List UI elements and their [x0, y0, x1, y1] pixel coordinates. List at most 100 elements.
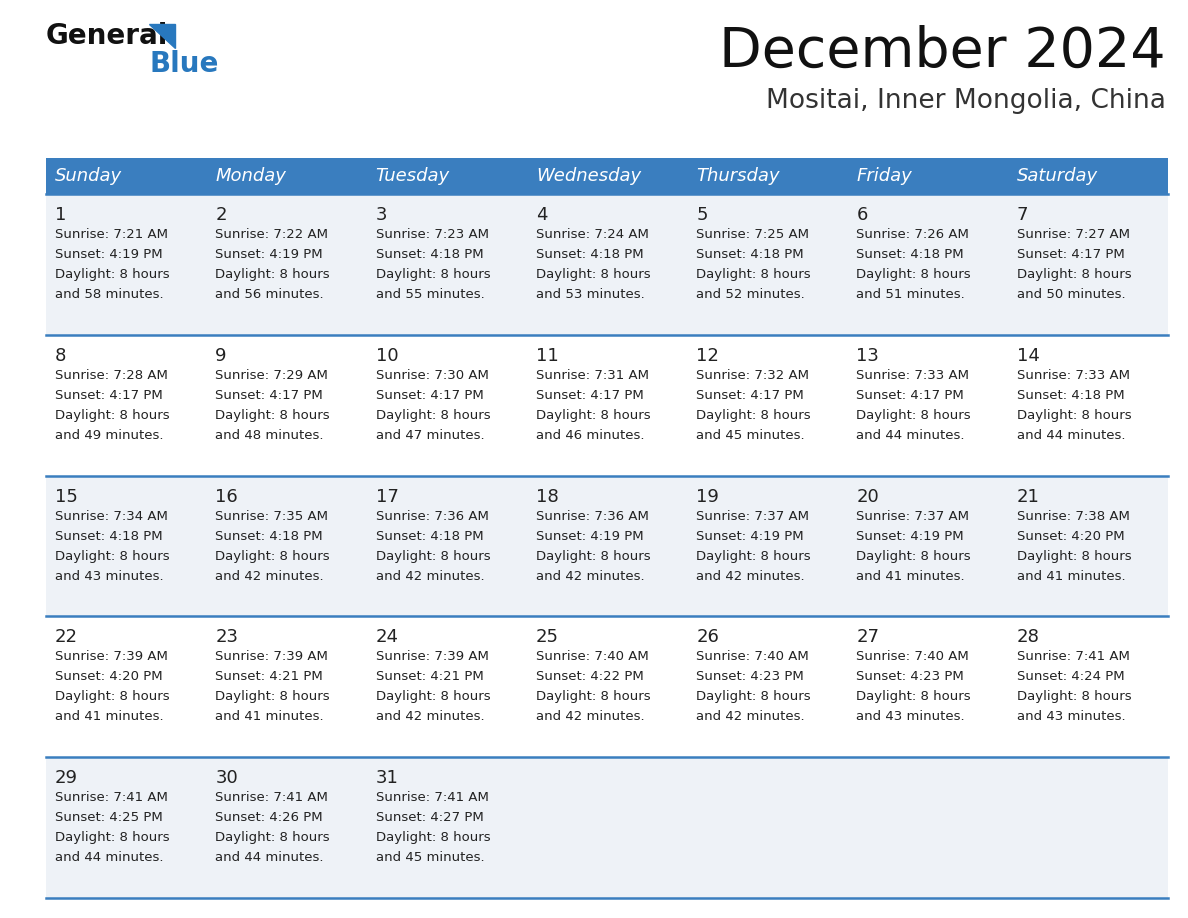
Bar — [46, 757, 1168, 898]
Text: Daylight: 8 hours: Daylight: 8 hours — [375, 831, 491, 845]
Text: and 42 minutes.: and 42 minutes. — [375, 711, 485, 723]
Text: 15: 15 — [55, 487, 78, 506]
Text: Sunrise: 7:35 AM: Sunrise: 7:35 AM — [215, 509, 328, 522]
Text: Daylight: 8 hours: Daylight: 8 hours — [215, 831, 330, 845]
Text: 21: 21 — [1017, 487, 1040, 506]
Text: Sunset: 4:18 PM: Sunset: 4:18 PM — [536, 248, 644, 261]
Text: Sunset: 4:18 PM: Sunset: 4:18 PM — [215, 530, 323, 543]
Text: Sunrise: 7:28 AM: Sunrise: 7:28 AM — [55, 369, 168, 382]
Bar — [46, 476, 1168, 616]
Text: Sunset: 4:25 PM: Sunset: 4:25 PM — [55, 812, 163, 824]
Text: and 44 minutes.: and 44 minutes. — [1017, 429, 1125, 442]
Text: Daylight: 8 hours: Daylight: 8 hours — [536, 690, 651, 703]
Text: Daylight: 8 hours: Daylight: 8 hours — [55, 409, 170, 421]
Text: and 55 minutes.: and 55 minutes. — [375, 288, 485, 301]
Text: and 42 minutes.: and 42 minutes. — [536, 711, 644, 723]
Text: and 42 minutes.: and 42 minutes. — [215, 569, 324, 583]
Text: and 42 minutes.: and 42 minutes. — [696, 711, 804, 723]
Text: Mositai, Inner Mongolia, China: Mositai, Inner Mongolia, China — [766, 88, 1165, 114]
Text: Sunset: 4:19 PM: Sunset: 4:19 PM — [55, 248, 163, 261]
Text: Sunrise: 7:33 AM: Sunrise: 7:33 AM — [857, 369, 969, 382]
Text: Daylight: 8 hours: Daylight: 8 hours — [536, 268, 651, 281]
Text: Sunrise: 7:40 AM: Sunrise: 7:40 AM — [857, 650, 969, 664]
Text: Sunrise: 7:39 AM: Sunrise: 7:39 AM — [375, 650, 488, 664]
Text: Daylight: 8 hours: Daylight: 8 hours — [696, 409, 810, 421]
Text: Daylight: 8 hours: Daylight: 8 hours — [857, 550, 971, 563]
Text: Sunrise: 7:36 AM: Sunrise: 7:36 AM — [536, 509, 649, 522]
Text: Daylight: 8 hours: Daylight: 8 hours — [1017, 690, 1131, 703]
Text: and 46 minutes.: and 46 minutes. — [536, 429, 644, 442]
Text: and 47 minutes.: and 47 minutes. — [375, 429, 485, 442]
Text: Daylight: 8 hours: Daylight: 8 hours — [215, 409, 330, 421]
Text: Sunset: 4:21 PM: Sunset: 4:21 PM — [215, 670, 323, 683]
Text: Sunrise: 7:34 AM: Sunrise: 7:34 AM — [55, 509, 168, 522]
Text: Daylight: 8 hours: Daylight: 8 hours — [375, 409, 491, 421]
Text: Sunrise: 7:32 AM: Sunrise: 7:32 AM — [696, 369, 809, 382]
Text: Sunday: Sunday — [55, 167, 122, 185]
Text: and 56 minutes.: and 56 minutes. — [215, 288, 324, 301]
Text: Sunset: 4:19 PM: Sunset: 4:19 PM — [696, 530, 804, 543]
Text: 5: 5 — [696, 206, 708, 224]
Text: and 41 minutes.: and 41 minutes. — [215, 711, 324, 723]
Text: 9: 9 — [215, 347, 227, 364]
Text: and 44 minutes.: and 44 minutes. — [857, 429, 965, 442]
Text: Sunset: 4:18 PM: Sunset: 4:18 PM — [375, 530, 484, 543]
Text: 3: 3 — [375, 206, 387, 224]
Text: 2: 2 — [215, 206, 227, 224]
Text: Daylight: 8 hours: Daylight: 8 hours — [857, 409, 971, 421]
Text: Sunrise: 7:39 AM: Sunrise: 7:39 AM — [55, 650, 168, 664]
Text: Daylight: 8 hours: Daylight: 8 hours — [375, 268, 491, 281]
Text: Sunset: 4:18 PM: Sunset: 4:18 PM — [55, 530, 163, 543]
Text: Saturday: Saturday — [1017, 167, 1098, 185]
Text: Sunset: 4:17 PM: Sunset: 4:17 PM — [375, 389, 484, 402]
Text: 28: 28 — [1017, 629, 1040, 646]
Text: Sunrise: 7:41 AM: Sunrise: 7:41 AM — [215, 791, 328, 804]
Text: and 44 minutes.: and 44 minutes. — [55, 851, 164, 864]
Text: Sunset: 4:20 PM: Sunset: 4:20 PM — [1017, 530, 1124, 543]
Text: Daylight: 8 hours: Daylight: 8 hours — [696, 550, 810, 563]
Text: 1: 1 — [55, 206, 67, 224]
Text: 18: 18 — [536, 487, 558, 506]
Text: Sunset: 4:23 PM: Sunset: 4:23 PM — [857, 670, 965, 683]
Text: 4: 4 — [536, 206, 548, 224]
Text: Wednesday: Wednesday — [536, 167, 642, 185]
Text: Sunrise: 7:38 AM: Sunrise: 7:38 AM — [1017, 509, 1130, 522]
Text: Sunset: 4:17 PM: Sunset: 4:17 PM — [857, 389, 965, 402]
Text: 25: 25 — [536, 629, 558, 646]
Text: Daylight: 8 hours: Daylight: 8 hours — [215, 268, 330, 281]
Text: 13: 13 — [857, 347, 879, 364]
Bar — [46, 158, 1168, 194]
Text: Sunrise: 7:25 AM: Sunrise: 7:25 AM — [696, 228, 809, 241]
Text: Daylight: 8 hours: Daylight: 8 hours — [696, 690, 810, 703]
Text: and 48 minutes.: and 48 minutes. — [215, 429, 324, 442]
Text: Sunset: 4:22 PM: Sunset: 4:22 PM — [536, 670, 644, 683]
Text: 17: 17 — [375, 487, 398, 506]
Text: and 44 minutes.: and 44 minutes. — [215, 851, 324, 864]
Text: Sunrise: 7:33 AM: Sunrise: 7:33 AM — [1017, 369, 1130, 382]
Text: Sunset: 4:17 PM: Sunset: 4:17 PM — [55, 389, 163, 402]
Text: 12: 12 — [696, 347, 719, 364]
Text: Sunset: 4:24 PM: Sunset: 4:24 PM — [1017, 670, 1124, 683]
Text: Sunset: 4:17 PM: Sunset: 4:17 PM — [1017, 248, 1125, 261]
Text: Daylight: 8 hours: Daylight: 8 hours — [55, 268, 170, 281]
Text: and 53 minutes.: and 53 minutes. — [536, 288, 645, 301]
Text: and 52 minutes.: and 52 minutes. — [696, 288, 805, 301]
Text: Sunset: 4:19 PM: Sunset: 4:19 PM — [215, 248, 323, 261]
Text: Daylight: 8 hours: Daylight: 8 hours — [375, 690, 491, 703]
Text: 31: 31 — [375, 769, 398, 788]
Text: Sunset: 4:21 PM: Sunset: 4:21 PM — [375, 670, 484, 683]
Bar — [46, 194, 1168, 335]
Text: Sunrise: 7:37 AM: Sunrise: 7:37 AM — [857, 509, 969, 522]
Text: Daylight: 8 hours: Daylight: 8 hours — [55, 690, 170, 703]
Text: Daylight: 8 hours: Daylight: 8 hours — [215, 550, 330, 563]
Text: 6: 6 — [857, 206, 867, 224]
Text: Sunrise: 7:22 AM: Sunrise: 7:22 AM — [215, 228, 328, 241]
Text: and 42 minutes.: and 42 minutes. — [375, 569, 485, 583]
Text: Sunrise: 7:41 AM: Sunrise: 7:41 AM — [375, 791, 488, 804]
Text: Sunset: 4:18 PM: Sunset: 4:18 PM — [696, 248, 804, 261]
Text: Sunset: 4:23 PM: Sunset: 4:23 PM — [696, 670, 804, 683]
Text: Friday: Friday — [857, 167, 912, 185]
Text: 23: 23 — [215, 629, 239, 646]
Text: Sunrise: 7:30 AM: Sunrise: 7:30 AM — [375, 369, 488, 382]
Text: Sunset: 4:20 PM: Sunset: 4:20 PM — [55, 670, 163, 683]
